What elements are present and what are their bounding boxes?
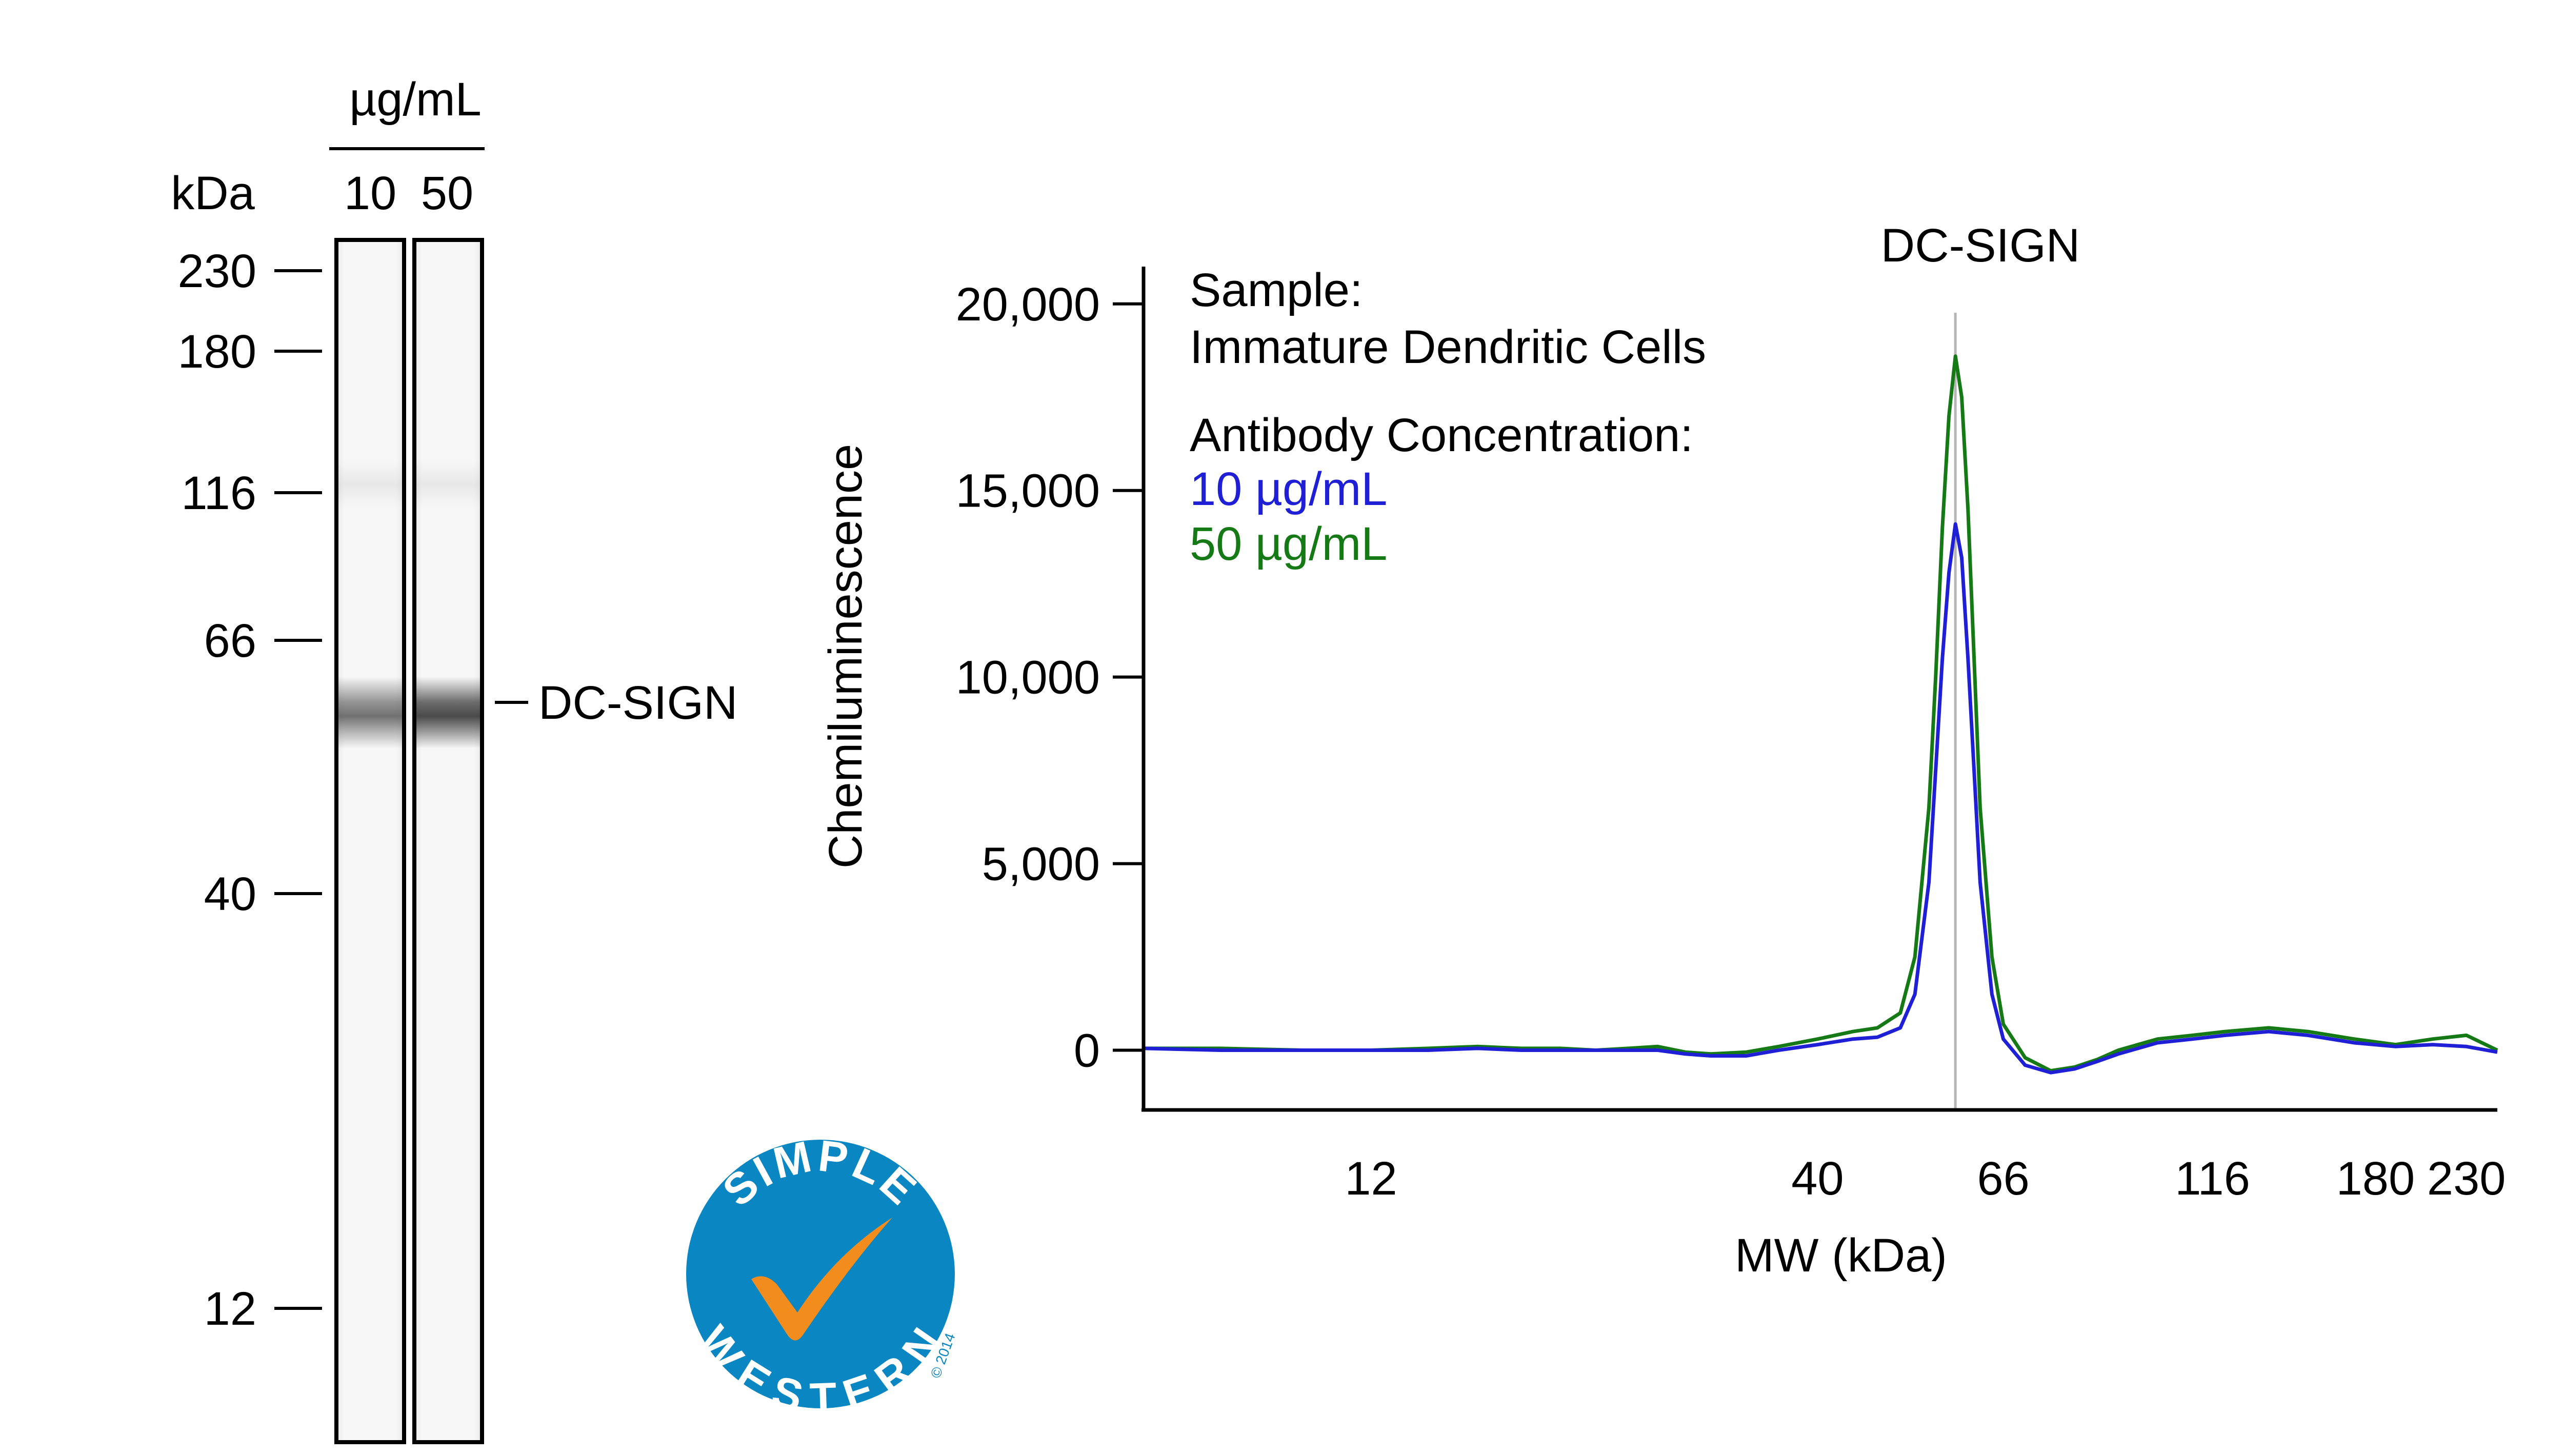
gel-band-10	[338, 677, 402, 749]
y-axis-label: Chemiluminescence	[819, 444, 872, 868]
gel-faint-band	[416, 461, 480, 508]
svg-text:66: 66	[204, 615, 256, 667]
gel-panel: µg/mL kDa 10 50 230 180 116 6	[171, 73, 737, 1444]
chart-panel: DC-SIGN Chemiluminescence MW (kDa) 0 5,00…	[819, 219, 2506, 1282]
legend-conc-heading: Antibody Concentration:	[1190, 409, 1693, 461]
gel-band-50	[416, 677, 480, 749]
svg-text:40: 40	[204, 868, 256, 920]
simple-western-logo: SIMPLE WESTERN © 2014	[686, 1131, 958, 1423]
x-tick-label: 40	[1791, 1152, 1844, 1205]
x-tick-label: 116	[2175, 1152, 2250, 1205]
x-axis-label: MW (kDa)	[1735, 1229, 1947, 1282]
svg-text:230: 230	[178, 245, 257, 297]
y-tick-label: 10,000	[956, 652, 1100, 704]
gel-marker-230: 230	[178, 245, 322, 297]
series-line-10	[1143, 522, 2498, 1075]
gel-faint-band	[338, 461, 402, 508]
y-tick-label: 5,000	[982, 838, 1100, 891]
lane-label-50: 50	[421, 167, 473, 219]
gel-marker-116: 116	[181, 467, 322, 519]
gel-marker-40: 40	[204, 868, 322, 920]
gel-unit-label: µg/mL	[349, 73, 482, 126]
gel-marker-12: 12	[204, 1283, 322, 1335]
lane-label-10: 10	[344, 167, 396, 219]
gel-marker-66: 66	[204, 615, 322, 667]
legend-item-50: 50 µg/mL	[1190, 518, 1387, 570]
x-tick-label: 230	[2427, 1152, 2506, 1205]
y-tick-label: 0	[1074, 1025, 1100, 1077]
chart-legend: Sample: Immature Dendritic Cells Antibod…	[1190, 264, 1706, 570]
legend-item-10: 10 µg/mL	[1190, 463, 1387, 515]
x-tick-label: 66	[1977, 1152, 2029, 1205]
gel-lane-10	[334, 238, 406, 1444]
svg-text:12: 12	[204, 1283, 256, 1335]
y-tick-label: 20,000	[956, 278, 1100, 331]
legend-sample-heading: Sample:	[1190, 264, 1363, 316]
chart-title: DC-SIGN	[1881, 219, 2080, 272]
gel-band-callout: DC-SIGN	[495, 677, 737, 729]
checkmark-icon	[751, 1218, 892, 1341]
legend-sample-name: Immature Dendritic Cells	[1190, 321, 1706, 373]
y-tick-label: 15,000	[956, 465, 1100, 517]
x-tick-label: 180	[2336, 1152, 2415, 1205]
gel-kda-label: kDa	[171, 167, 255, 219]
svg-text:180: 180	[178, 326, 257, 378]
gel-band-label: DC-SIGN	[538, 677, 737, 729]
gel-marker-180: 180	[178, 326, 322, 378]
svg-text:116: 116	[181, 467, 256, 519]
gel-lane-50	[412, 238, 484, 1444]
x-tick-label: 12	[1345, 1152, 1397, 1205]
